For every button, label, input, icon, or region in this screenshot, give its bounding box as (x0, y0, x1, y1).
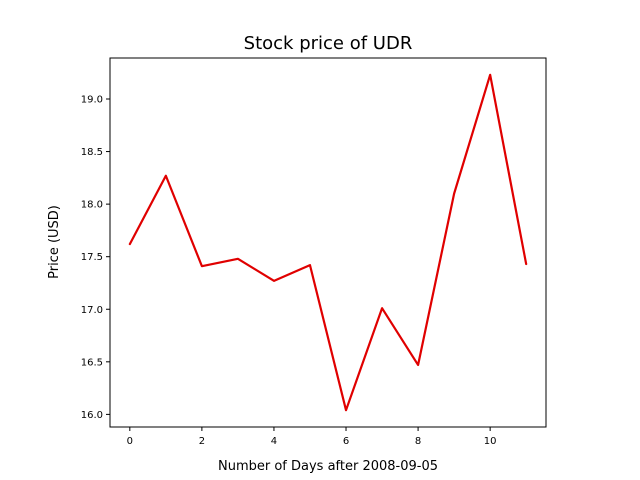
y-tick-label: 17.0 (81, 305, 103, 316)
x-tick-label: 6 (343, 436, 349, 447)
y-axis-label: Price (USD) (47, 205, 62, 279)
y-tick-label: 18.5 (81, 147, 103, 158)
y-tick-label: 16.5 (81, 357, 103, 368)
y-tick-label: 17.5 (81, 252, 103, 263)
y-tick-label: 18.0 (81, 200, 103, 211)
x-tick-label: 0 (127, 436, 133, 447)
chart-title: Stock price of UDR (244, 33, 413, 54)
x-tick-label: 8 (415, 436, 421, 447)
x-tick-label: 2 (199, 436, 205, 447)
x-axis-label: Number of Days after 2008-09-05 (218, 459, 438, 474)
y-tick-label: 16.0 (81, 410, 103, 421)
x-axis: 0 2 4 6 8 10 (127, 427, 497, 447)
plot-frame (109, 57, 547, 428)
y-axis: 16.0 16.5 17.0 17.5 18.0 18.5 19.0 (81, 95, 110, 421)
price-line (128, 73, 528, 412)
y-tick-label: 19.0 (81, 95, 103, 106)
x-tick-label: 4 (271, 436, 277, 447)
series-group (128, 73, 528, 412)
x-tick-label: 10 (484, 436, 497, 447)
